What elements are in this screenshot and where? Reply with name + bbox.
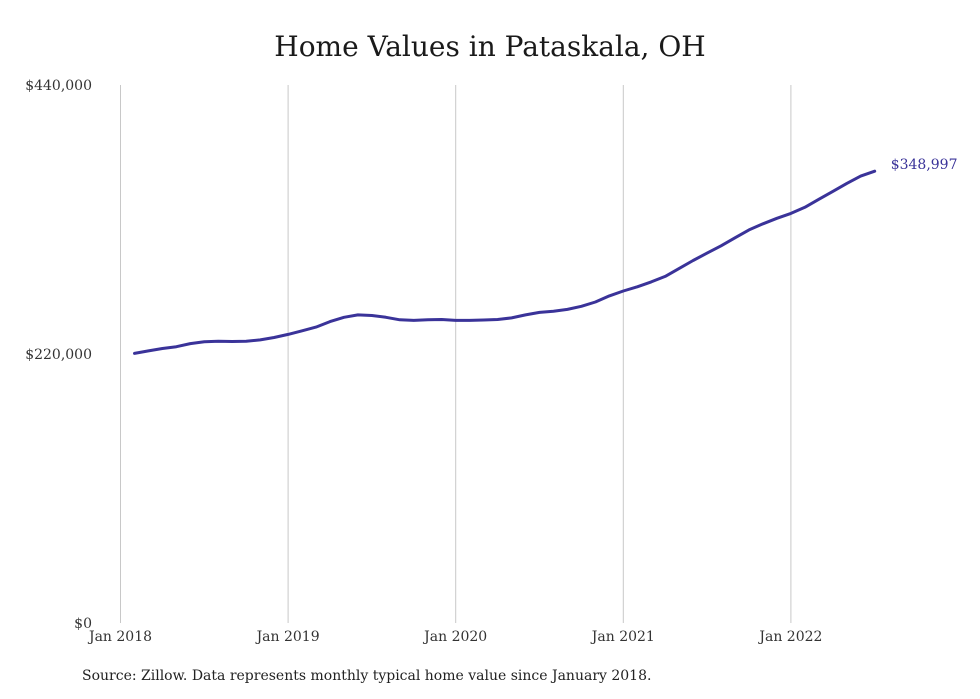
y-axis-tick-labels: $440,000 $220,000 $0	[25, 78, 92, 632]
x-tick-label: Jan 2021	[590, 629, 655, 645]
x-tick-label: Jan 2018	[87, 629, 152, 645]
y-tick-label: $440,000	[25, 78, 92, 94]
chart-title: Home Values in Pataskala, OH	[274, 30, 706, 63]
y-tick-label: $0	[74, 616, 92, 632]
y-tick-label: $220,000	[25, 347, 92, 363]
gridlines	[120, 85, 792, 623]
x-tick-label: Jan 2022	[757, 629, 822, 645]
x-tick-label: Jan 2019	[255, 629, 320, 645]
end-value-label: $348,997	[891, 157, 958, 173]
series-line	[133, 169, 877, 355]
x-tick-label: Jan 2020	[422, 629, 487, 645]
x-axis-tick-labels: Jan 2018 Jan 2019 Jan 2020 Jan 2021 Jan 2022	[87, 629, 822, 645]
series-layer: $348,997	[133, 157, 958, 355]
source-note: Source: Zillow. Data represents monthly …	[82, 668, 652, 684]
